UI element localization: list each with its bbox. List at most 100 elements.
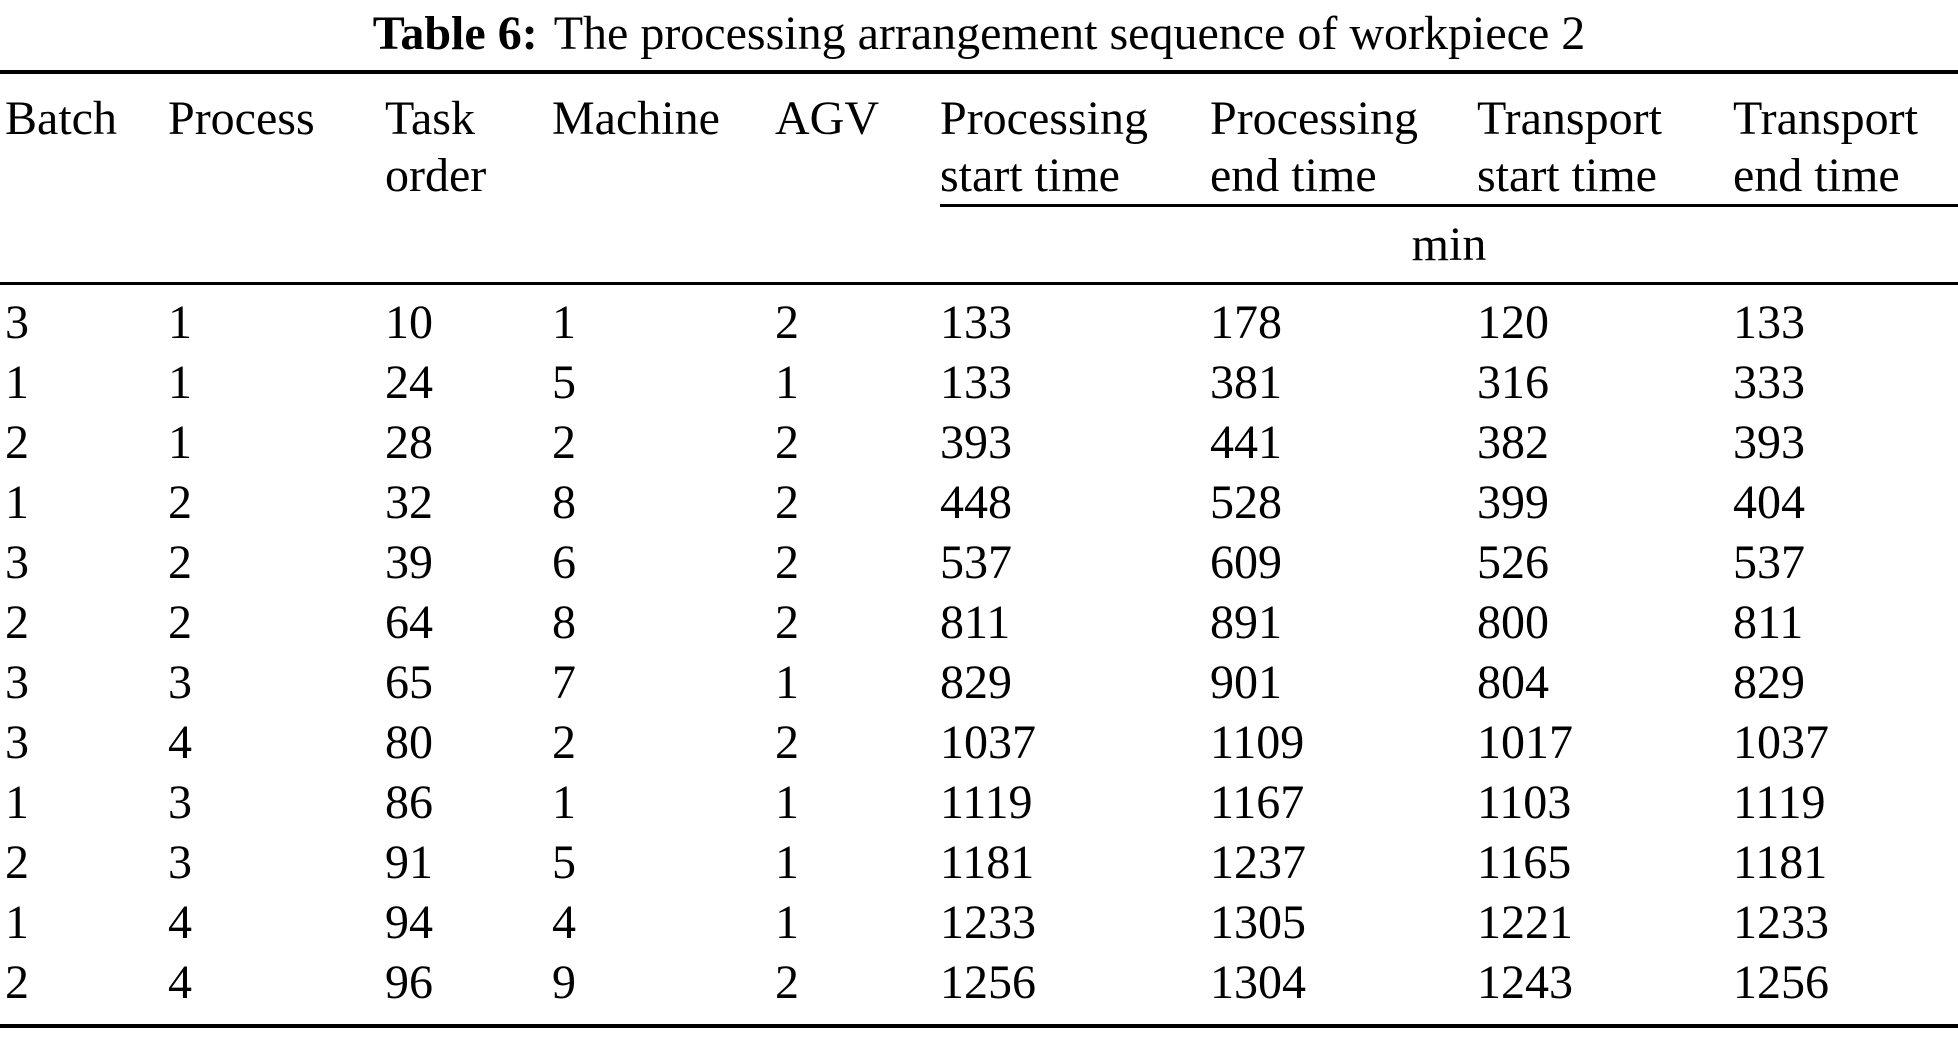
cell-transport-end: 537 bbox=[1733, 536, 1805, 589]
cell-batch: 1 bbox=[5, 476, 29, 529]
table-row: 1 3 86 1 1 1119 1167 1103 1119 bbox=[0, 773, 1958, 833]
cell-agv: 2 bbox=[775, 956, 799, 1009]
cell-processing-start: 448 bbox=[940, 476, 1012, 529]
cell-task-order: 10 bbox=[385, 296, 433, 349]
col-header-task-order: Task order bbox=[385, 92, 487, 202]
cell-processing-end: 381 bbox=[1210, 356, 1282, 409]
cell-transport-end: 1119 bbox=[1733, 776, 1826, 829]
cell-transport-start: 800 bbox=[1477, 596, 1549, 649]
cell-process: 1 bbox=[168, 296, 192, 349]
table-caption: Table 6: The processing arrangement seque… bbox=[0, 0, 1958, 70]
cell-agv: 2 bbox=[775, 296, 799, 349]
table-row: 2 4 96 9 2 1256 1304 1243 1256 bbox=[0, 953, 1958, 1013]
cell-task-order: 32 bbox=[385, 476, 433, 529]
cell-task-order: 28 bbox=[385, 416, 433, 469]
table-row: 3 2 39 6 2 537 609 526 537 bbox=[0, 533, 1958, 593]
cell-task-order: 94 bbox=[385, 896, 433, 949]
cell-machine: 4 bbox=[552, 896, 576, 949]
cell-task-order: 86 bbox=[385, 776, 433, 829]
cell-process: 1 bbox=[168, 356, 192, 409]
col-header-machine: Machine bbox=[552, 92, 720, 145]
cell-agv: 2 bbox=[775, 476, 799, 529]
cell-machine: 1 bbox=[552, 776, 576, 829]
unit-subheader: min bbox=[0, 204, 1958, 282]
cell-processing-end: 441 bbox=[1210, 416, 1282, 469]
cell-machine: 8 bbox=[552, 596, 576, 649]
cell-process: 3 bbox=[168, 656, 192, 709]
cell-task-order: 24 bbox=[385, 356, 433, 409]
cell-batch: 3 bbox=[5, 716, 29, 769]
cell-machine: 2 bbox=[552, 416, 576, 469]
cell-process: 3 bbox=[168, 836, 192, 889]
cell-machine: 2 bbox=[552, 716, 576, 769]
cell-processing-start: 1037 bbox=[940, 716, 1036, 769]
cell-processing-start: 1233 bbox=[940, 896, 1036, 949]
cell-process: 4 bbox=[168, 896, 192, 949]
cell-processing-end: 1109 bbox=[1210, 716, 1305, 769]
cell-processing-start: 811 bbox=[940, 596, 1011, 649]
cell-transport-start: 316 bbox=[1477, 356, 1549, 409]
cell-batch: 3 bbox=[5, 536, 29, 589]
cell-processing-end: 1305 bbox=[1210, 896, 1306, 949]
cell-processing-end: 178 bbox=[1210, 296, 1282, 349]
cell-agv: 1 bbox=[775, 896, 799, 949]
cell-transport-end: 404 bbox=[1733, 476, 1805, 529]
cell-machine: 5 bbox=[552, 356, 576, 409]
cell-task-order: 39 bbox=[385, 536, 433, 589]
cell-machine: 5 bbox=[552, 836, 576, 889]
bottom-rule bbox=[0, 1024, 1958, 1028]
cell-process: 2 bbox=[168, 596, 192, 649]
top-rule bbox=[0, 70, 1958, 74]
table-caption-text: The processing arrangement sequence of w… bbox=[553, 7, 1586, 60]
cell-processing-end: 1167 bbox=[1210, 776, 1305, 829]
cell-transport-start: 1165 bbox=[1477, 836, 1572, 889]
cell-batch: 1 bbox=[5, 356, 29, 409]
unit-label: min bbox=[1411, 218, 1487, 271]
cell-agv: 2 bbox=[775, 596, 799, 649]
cell-processing-end: 1237 bbox=[1210, 836, 1306, 889]
cell-batch: 2 bbox=[5, 956, 29, 1009]
col-header-process: Process bbox=[168, 92, 315, 145]
cell-agv: 1 bbox=[775, 656, 799, 709]
cell-batch: 1 bbox=[5, 776, 29, 829]
cell-transport-end: 333 bbox=[1733, 356, 1805, 409]
table-row: 1 1 24 5 1 133 381 316 333 bbox=[0, 353, 1958, 413]
cell-task-order: 65 bbox=[385, 656, 433, 709]
cell-transport-end: 1256 bbox=[1733, 956, 1829, 1009]
table-caption-label: Table 6: bbox=[372, 7, 538, 60]
cell-processing-end: 1304 bbox=[1210, 956, 1306, 1009]
table-row: 3 3 65 7 1 829 901 804 829 bbox=[0, 653, 1958, 713]
col-header-processing-end: Processing end time bbox=[1210, 92, 1418, 202]
cell-transport-end: 393 bbox=[1733, 416, 1805, 469]
cell-task-order: 64 bbox=[385, 596, 433, 649]
cell-machine: 7 bbox=[552, 656, 576, 709]
cell-processing-start: 133 bbox=[940, 296, 1012, 349]
cell-transport-end: 829 bbox=[1733, 656, 1805, 709]
cell-transport-end: 811 bbox=[1733, 596, 1804, 649]
col-header-agv: AGV bbox=[775, 92, 879, 145]
col-header-transport-end: Transport end time bbox=[1733, 92, 1918, 202]
cell-transport-end: 1233 bbox=[1733, 896, 1829, 949]
cell-batch: 2 bbox=[5, 836, 29, 889]
cell-transport-start: 120 bbox=[1477, 296, 1549, 349]
cell-transport-start: 1243 bbox=[1477, 956, 1573, 1009]
cell-transport-end: 1181 bbox=[1733, 836, 1828, 889]
cell-transport-start: 526 bbox=[1477, 536, 1549, 589]
cell-process: 4 bbox=[168, 956, 192, 1009]
table-row: 2 1 28 2 2 393 441 382 393 bbox=[0, 413, 1958, 473]
cell-transport-end: 1037 bbox=[1733, 716, 1829, 769]
cell-batch: 1 bbox=[5, 896, 29, 949]
cell-machine: 8 bbox=[552, 476, 576, 529]
cell-processing-end: 528 bbox=[1210, 476, 1282, 529]
cell-processing-start: 133 bbox=[940, 356, 1012, 409]
cell-batch: 3 bbox=[5, 656, 29, 709]
cell-machine: 1 bbox=[552, 296, 576, 349]
table-row: 1 2 32 8 2 448 528 399 404 bbox=[0, 473, 1958, 533]
cell-agv: 1 bbox=[775, 776, 799, 829]
header-body-rule bbox=[0, 282, 1958, 285]
cell-processing-start: 829 bbox=[940, 656, 1012, 709]
cell-machine: 6 bbox=[552, 536, 576, 589]
table-header-row: Batch Process Task order Machine AGV Proc… bbox=[0, 74, 1958, 204]
